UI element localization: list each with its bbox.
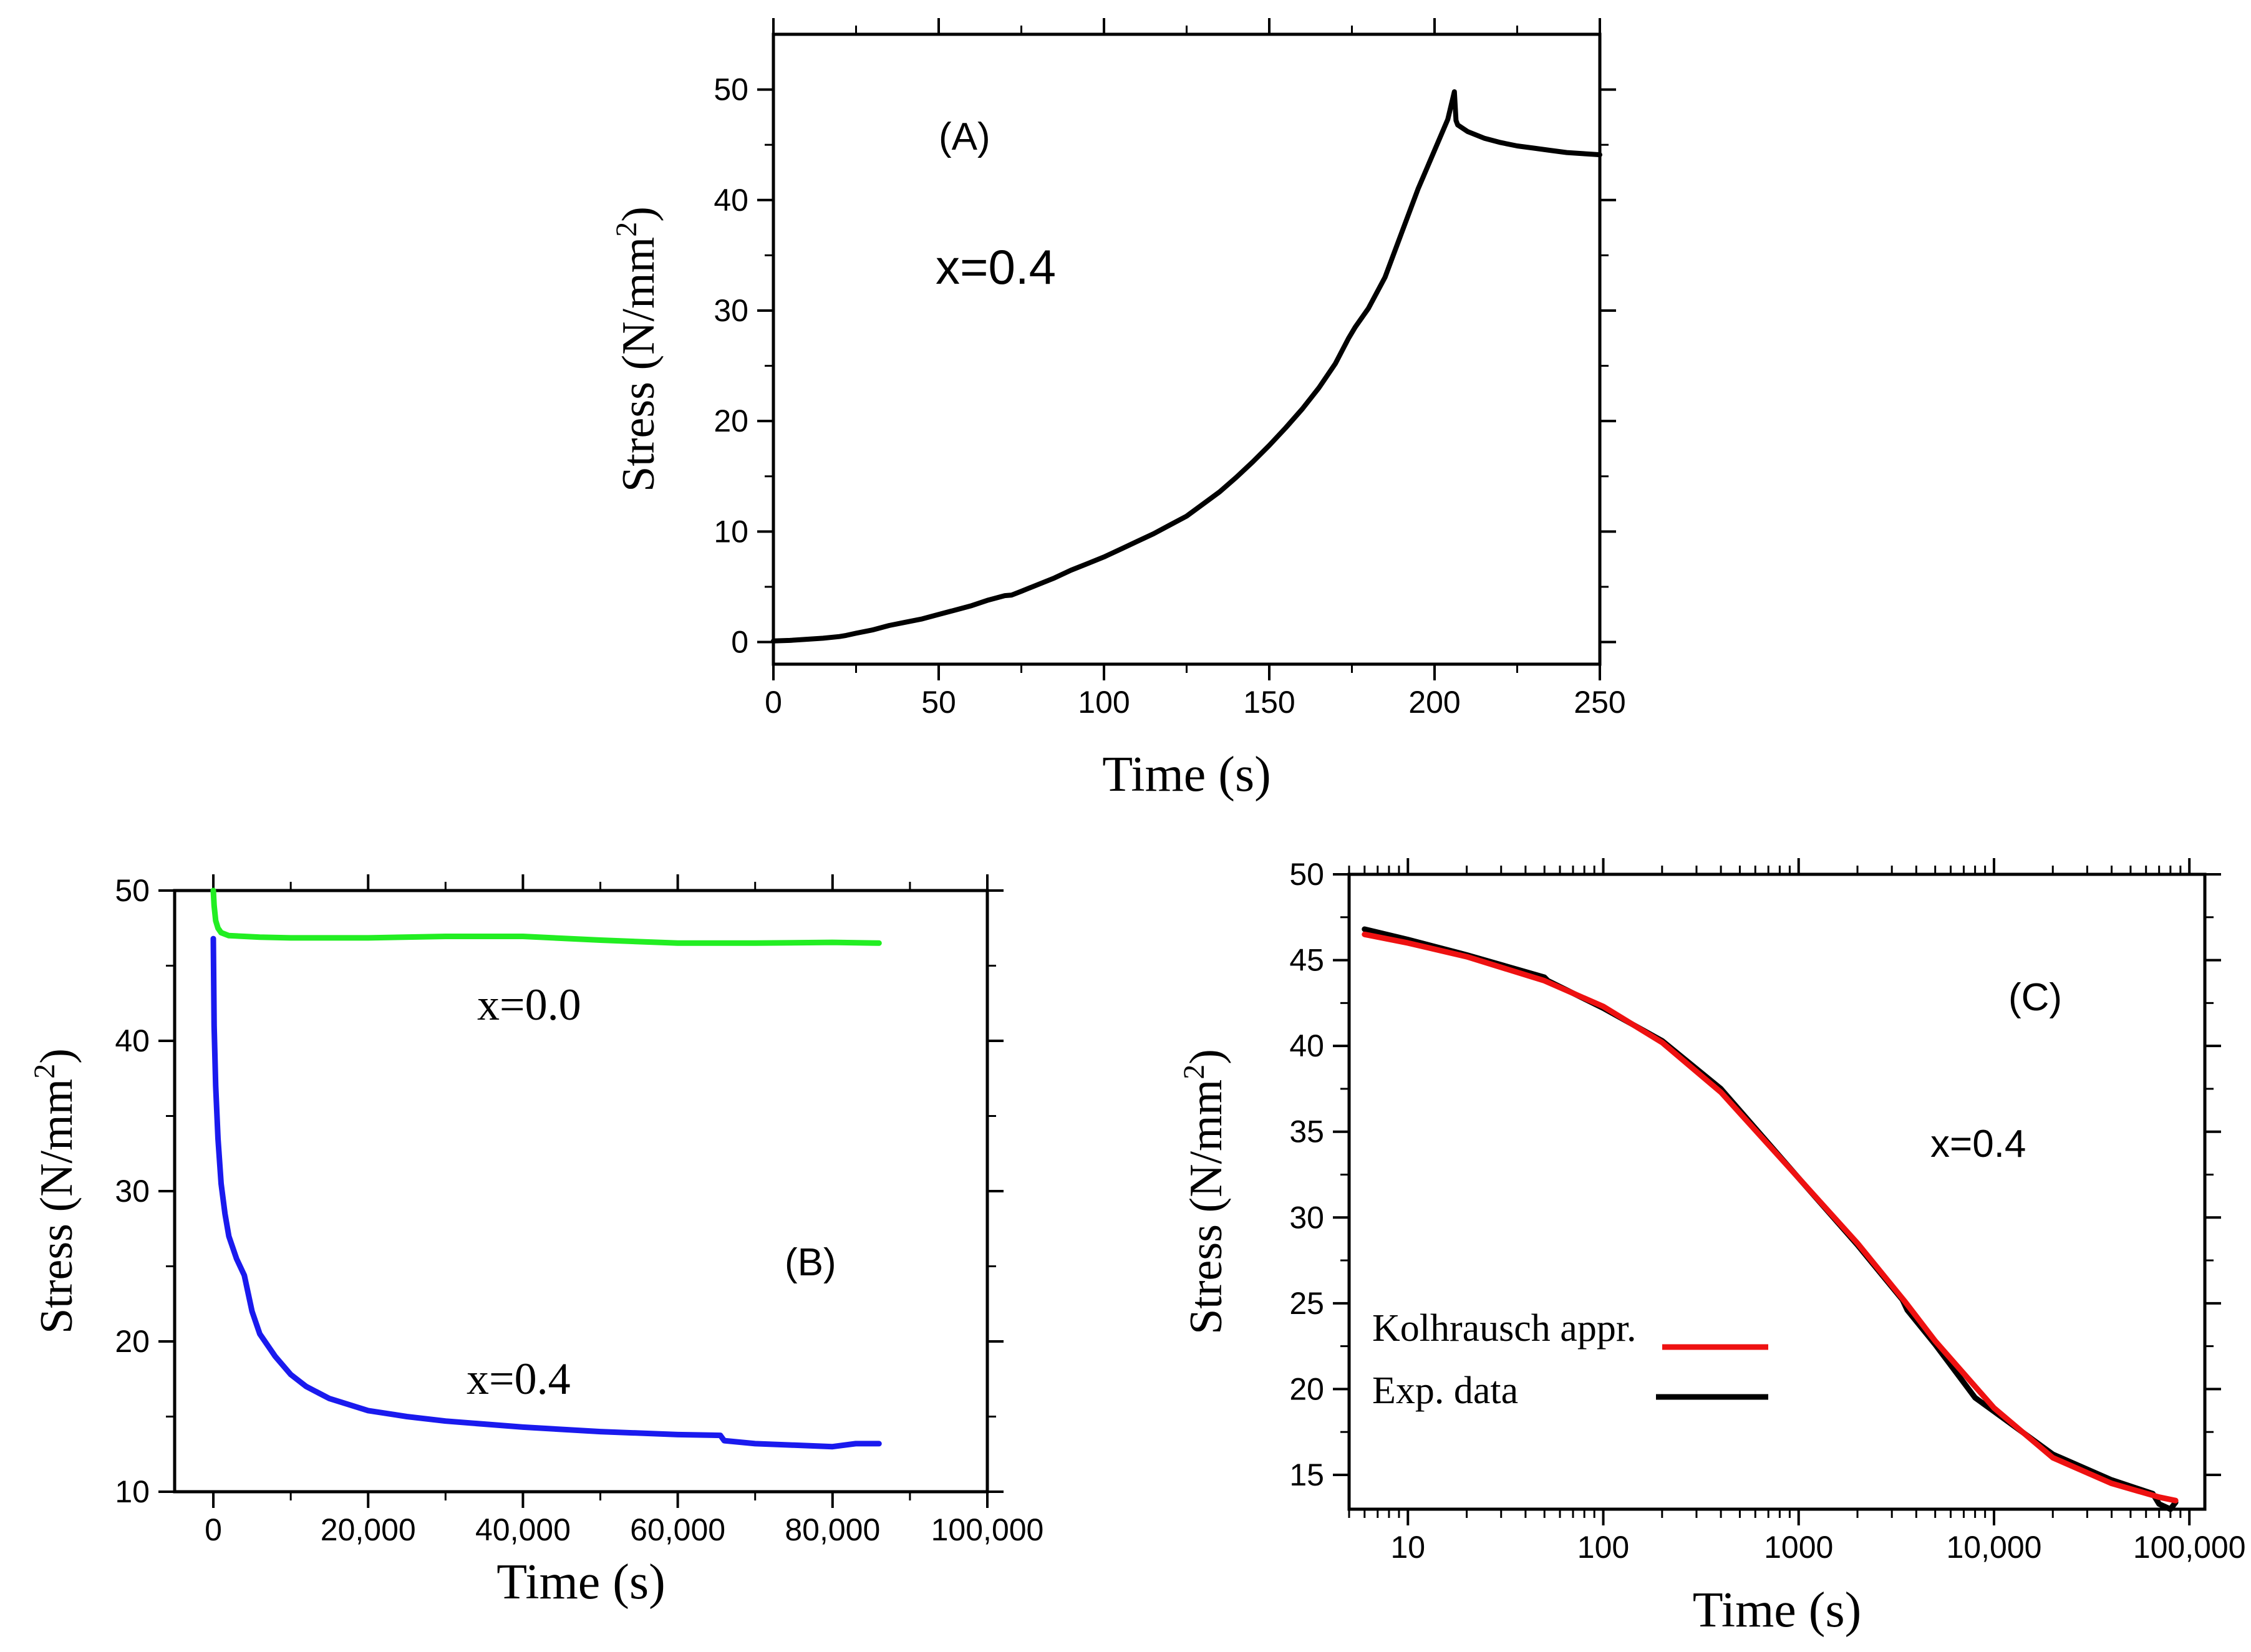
panel-c-y-tick-label: 15 — [1289, 1457, 1324, 1492]
panel-b-y-axis-label-end: ) — [31, 1048, 82, 1064]
panel-a-y-axis-label: Stress (N/mm2) — [610, 206, 664, 492]
panel-b-y-tick-label: 50 — [115, 873, 150, 908]
panel-c-y-tick-label: 25 — [1289, 1286, 1324, 1321]
panel-c-x-axis-label: Time (s) — [1693, 1583, 1861, 1638]
panel-c-x-tick-label: 100 — [1577, 1530, 1629, 1565]
panel-c-x-tick-label: 10,000 — [1947, 1530, 2042, 1565]
panel-a-plot-frame — [772, 32, 1602, 666]
panel-c-y-tick-label: 20 — [1289, 1371, 1324, 1406]
panel-b-x-tick-label: 0 — [205, 1512, 222, 1547]
panel-b-y-axis-label-superscript: 2 — [28, 1064, 61, 1079]
panel-b-stress-relaxation-linear: 0 20,000 40,000 60,000 80,000 100,000 10 20 30 40… — [28, 873, 1043, 1610]
panel-a-series-x04-line — [771, 89, 1602, 644]
panel-c-y-axis-label-superscript: 2 — [1178, 1065, 1211, 1080]
panel-a-stress-vs-time: 0 50 100 150 200 250 0 10 20 30 40 50 (A) x=0.4 Tim… — [610, 18, 1626, 802]
panel-a-x-tick-label: 50 — [921, 685, 956, 720]
panel-c-y-tick-label: 45 — [1289, 943, 1324, 978]
panel-a-annotation: x=0.4 — [936, 239, 1056, 294]
panel-b-annotation-x00: x=0.0 — [477, 980, 581, 1030]
panel-b-label: (B) — [785, 1241, 836, 1284]
panel-c-y-tick-label: 40 — [1289, 1028, 1324, 1063]
panel-c-y-tick-label: 30 — [1289, 1200, 1324, 1235]
panel-b-x-tick-label: 20,000 — [321, 1512, 416, 1547]
panel-b-annotation-x04: x=0.4 — [467, 1354, 571, 1404]
panel-c-series-kolhrausch-line — [1362, 931, 2179, 1504]
panel-a-x-tick-label: 150 — [1243, 685, 1295, 720]
panel-a-y-tick-label: 40 — [714, 183, 748, 218]
panel-b-y-tick-label: 10 — [115, 1474, 150, 1509]
panel-c-x-tick-label: 10 — [1390, 1530, 1425, 1565]
panel-a-x-tick-label: 250 — [1574, 685, 1625, 720]
panel-b-y-axis-label-main: Stress (N/mm — [31, 1079, 82, 1334]
panel-b-x-tick-label: 100,000 — [931, 1512, 1044, 1547]
panel-a-y-tick-label: 30 — [714, 293, 748, 328]
panel-c-legend-exp-data-label: Exp. data — [1372, 1369, 1518, 1412]
panel-c-y-axis-label-main: Stress (N/mm — [1181, 1080, 1232, 1335]
panel-a-y-axis-label-superscript: 2 — [610, 222, 643, 237]
panel-b-x-tick-label: 80,000 — [785, 1512, 880, 1547]
panel-c-x-tick-label: 100,000 — [2133, 1530, 2246, 1565]
panel-c-y-tick-label: 35 — [1289, 1114, 1324, 1149]
panel-c-y-tick-label: 50 — [1289, 857, 1324, 892]
panel-a-x-tick-label: 200 — [1408, 685, 1460, 720]
panel-b-y-tick-label: 30 — [115, 1174, 150, 1209]
panel-c-y-axis-label: Stress (N/mm2) — [1178, 1049, 1232, 1335]
panel-b-series-x04-line — [210, 935, 882, 1450]
panel-c-stress-relaxation-log: 10 100 1000 10,000 100,000 15 20 25 30 35 40 45 50 (… — [1178, 857, 2246, 1638]
panel-b-x-tick-label: 60,000 — [630, 1512, 725, 1547]
panel-a-label: (A) — [939, 115, 990, 158]
panel-b-x-axis-label: Time (s) — [496, 1555, 665, 1610]
panel-a-y-axis-label-end: ) — [613, 206, 664, 222]
panel-a-axes: 0 50 100 150 200 250 0 10 20 30 40 50 — [714, 18, 1626, 720]
panel-b-y-axis-label: Stress (N/mm2) — [28, 1048, 82, 1334]
panel-c-axes: 10 100 1000 10,000 100,000 15 20 25 30 35 40 45 50 — [1289, 857, 2245, 1565]
panel-c-plot-frame — [1347, 872, 2207, 1511]
panel-a-y-tick-label: 20 — [714, 403, 748, 438]
panel-a-x-tick-label: 0 — [765, 685, 782, 720]
panel-b-axes: 0 20,000 40,000 60,000 80,000 100,000 10 20 30 40… — [115, 873, 1043, 1547]
panel-c-label: (C) — [2008, 976, 2062, 1019]
panel-c-legend: Kolhrausch appr. Exp. data — [1372, 1307, 1768, 1412]
panel-c-x-tick-label: 1000 — [1764, 1530, 1833, 1565]
panel-a-y-tick-label: 0 — [731, 625, 748, 660]
panel-a-y-tick-label: 50 — [714, 72, 748, 107]
panel-b-x-tick-label: 40,000 — [475, 1512, 571, 1547]
panel-c-annotation: x=0.4 — [1930, 1123, 2026, 1166]
panel-a-y-axis-label-main: Stress (N/mm — [613, 237, 664, 492]
panel-b-series-x00-line — [210, 887, 882, 946]
panel-c-y-axis-label-end: ) — [1181, 1049, 1232, 1065]
panel-b-y-tick-label: 20 — [115, 1324, 150, 1359]
panel-b-y-tick-label: 40 — [115, 1023, 150, 1058]
panel-a-x-axis-label: Time (s) — [1102, 747, 1271, 802]
panel-a-x-tick-label: 100 — [1078, 685, 1130, 720]
panel-a-y-tick-label: 10 — [714, 514, 748, 549]
panel-c-legend-kolhrausch-label: Kolhrausch appr. — [1372, 1307, 1637, 1350]
